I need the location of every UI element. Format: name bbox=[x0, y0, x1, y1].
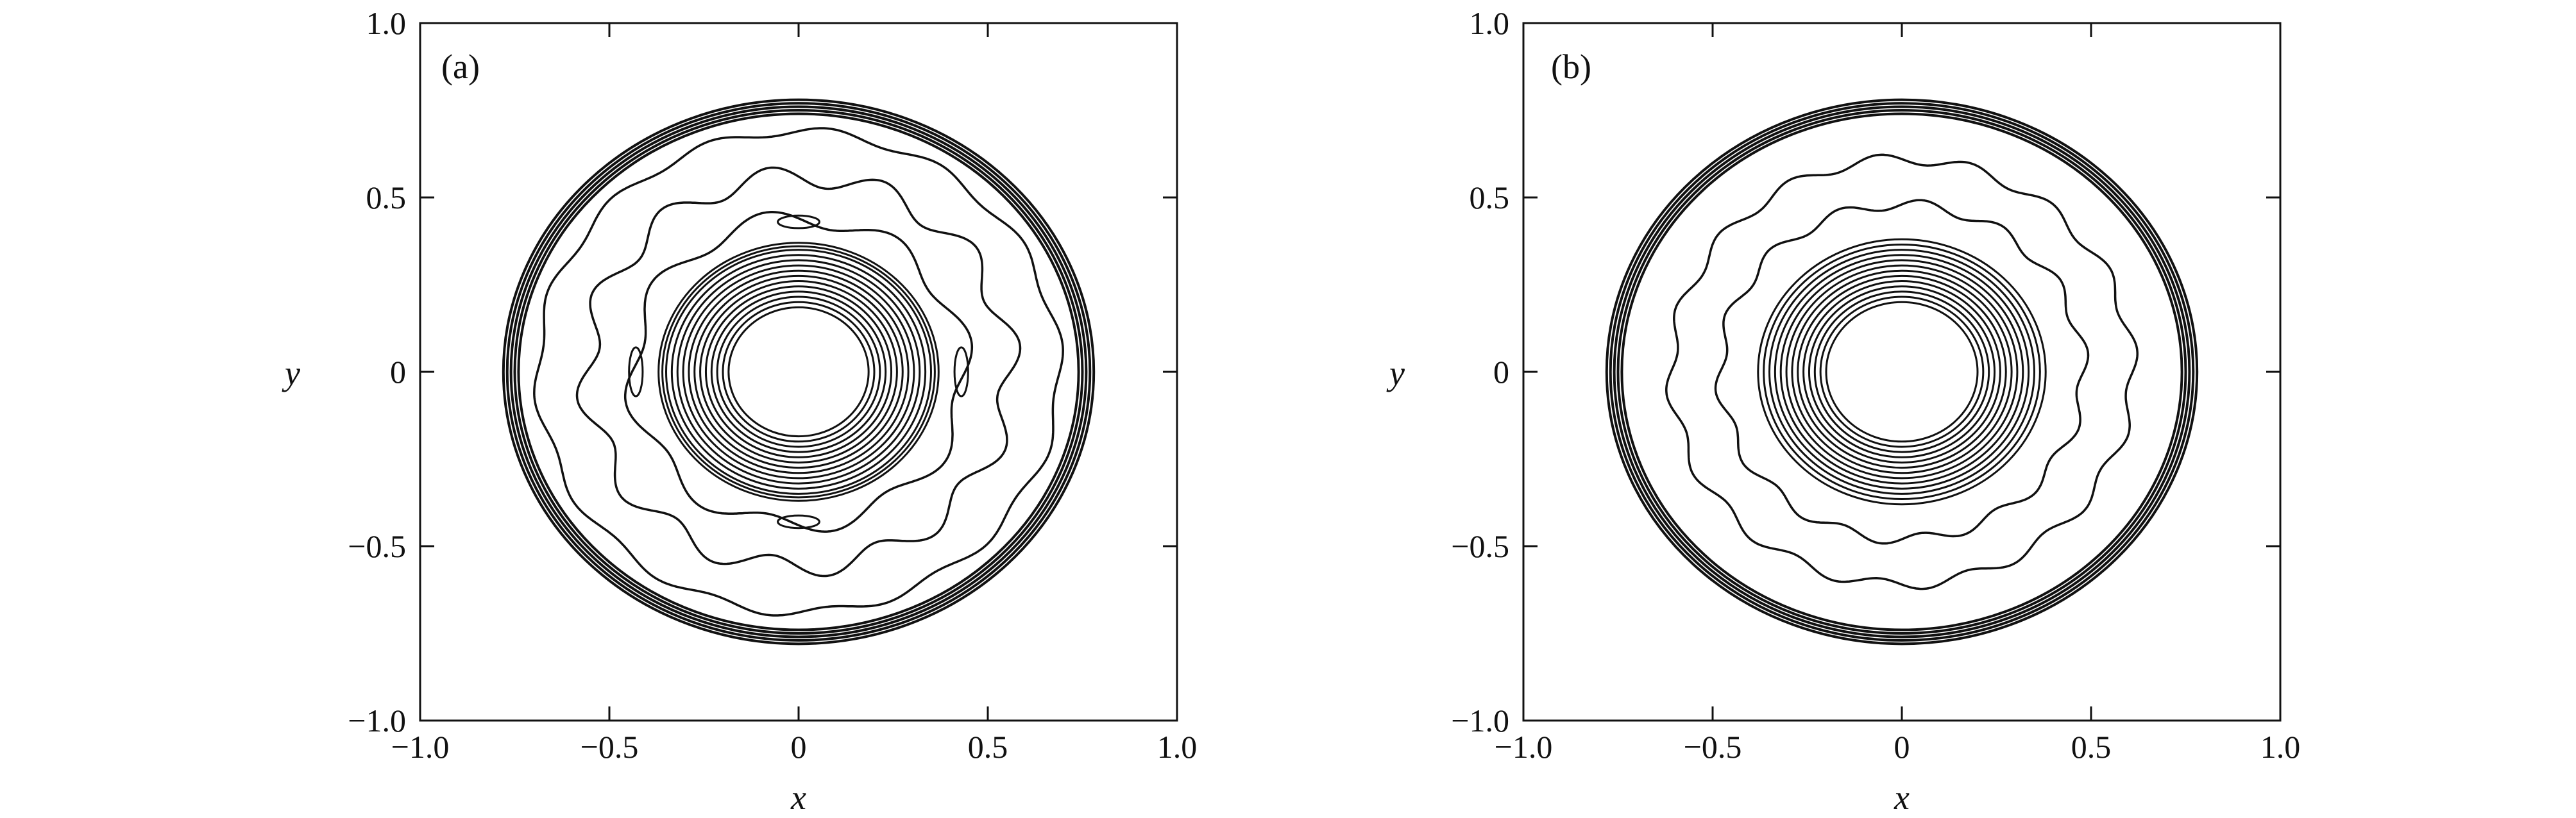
panel-label: (a) bbox=[441, 47, 480, 86]
x-tick-label: 0 bbox=[791, 729, 807, 765]
contour-line-inner bbox=[1779, 259, 2024, 485]
y-tick-label: −1.0 bbox=[348, 703, 406, 739]
contour-line-inner bbox=[1768, 249, 2035, 495]
y-tick-label: 0.5 bbox=[1470, 179, 1510, 215]
x-axis-label: x bbox=[790, 778, 806, 817]
panel-b: −1.0 −0.5 0 0.5 1.0 −1.0 −0.5 0 0.5 1.0 (b) x y bbox=[1386, 5, 2300, 817]
y-tick-labels: −1.0 −0.5 0 0.5 1.0 bbox=[1451, 5, 1509, 739]
contour-island bbox=[777, 214, 820, 230]
contour-line-inner bbox=[1797, 274, 2007, 469]
contour-line-inner bbox=[716, 296, 881, 448]
contour-line-inner bbox=[699, 280, 898, 463]
contour-line-inner bbox=[661, 245, 936, 499]
plot-frame bbox=[1522, 22, 2282, 722]
x-tick-label: 1.0 bbox=[1157, 729, 1198, 765]
x-tick-labels: −1.0 −0.5 0 0.5 1.0 bbox=[391, 729, 1198, 765]
contour-line-inner bbox=[1791, 269, 2013, 474]
contour-line-outer bbox=[502, 98, 1096, 646]
x-tick-label: 1.0 bbox=[2260, 729, 2301, 765]
contour-island bbox=[953, 346, 969, 397]
contour-line-inner bbox=[665, 249, 932, 495]
contour-line-outer bbox=[509, 105, 1088, 639]
contour-line-inner bbox=[693, 274, 904, 469]
contour-line-wavy bbox=[1714, 199, 2090, 545]
contour-line-inner bbox=[1774, 254, 2030, 490]
x-tick-label: −0.5 bbox=[580, 729, 639, 765]
x-tick-label: 0 bbox=[1894, 729, 1910, 765]
x-tick-label: 0.5 bbox=[2071, 729, 2112, 765]
contour-line-inner bbox=[676, 259, 921, 485]
x-tick-label: −1.0 bbox=[1495, 729, 1553, 765]
contour-line-inner bbox=[1802, 280, 2001, 463]
y-axis-label: y bbox=[282, 354, 300, 392]
contour-island bbox=[777, 514, 820, 530]
x-tick-label: −1.0 bbox=[391, 729, 450, 765]
y-tick-label: 0 bbox=[390, 354, 406, 390]
y-tick-label: −0.5 bbox=[1451, 528, 1509, 564]
y-tick-labels: −1.0 −0.5 0 0.5 1.0 bbox=[348, 5, 406, 739]
contour-line-inner bbox=[727, 306, 870, 438]
contour-line-outer bbox=[1613, 105, 2191, 639]
contour-line-inner bbox=[1763, 243, 2041, 501]
x-axis-label: x bbox=[1894, 778, 1910, 817]
contour-line-outer bbox=[517, 112, 1080, 631]
contour-line-inner bbox=[710, 290, 887, 453]
panel-a: −1.0 −0.5 0 0.5 1.0 −1.0 −0.5 0 0.5 1.0 (a) x y bbox=[282, 5, 1197, 817]
contour-lines bbox=[502, 98, 1096, 646]
panel-label: (b) bbox=[1551, 47, 1591, 86]
contour-line-inner bbox=[657, 242, 940, 502]
contour-line-inner bbox=[704, 285, 893, 458]
contour-line-wavy bbox=[623, 211, 974, 533]
axis-ticks bbox=[1522, 22, 2282, 722]
contour-line-inner bbox=[1785, 264, 2019, 480]
y-tick-label: −1.0 bbox=[1451, 703, 1509, 739]
y-tick-label: 0.5 bbox=[366, 179, 407, 215]
y-tick-label: 0 bbox=[1493, 354, 1509, 390]
contour-line-inner bbox=[670, 254, 927, 490]
y-tick-label: 1.0 bbox=[1470, 5, 1510, 41]
plot-frame bbox=[419, 22, 1178, 722]
contour-line-inner bbox=[1825, 301, 1979, 443]
contour-line-outer bbox=[505, 102, 1092, 642]
x-tick-label: 0.5 bbox=[968, 729, 1008, 765]
axis-ticks bbox=[419, 22, 1178, 722]
contour-line-inner bbox=[1813, 290, 1990, 453]
contour-line-inner bbox=[682, 264, 915, 480]
contour-line-outer bbox=[1605, 98, 2199, 646]
y-tick-label: −0.5 bbox=[348, 528, 406, 564]
contour-line-inner bbox=[1819, 296, 1985, 448]
contour-lines bbox=[1605, 98, 2199, 646]
contour-line-outer bbox=[1616, 109, 2187, 635]
contour-line-inner bbox=[722, 301, 876, 443]
contour-line-wavy bbox=[575, 166, 1022, 578]
contour-line-outer bbox=[1620, 112, 2183, 631]
contour-island bbox=[628, 346, 644, 397]
contour-line-inner bbox=[1808, 285, 1996, 458]
contour-line-outer bbox=[1609, 102, 2195, 642]
contour-line-wavy bbox=[533, 127, 1064, 617]
y-axis-label: y bbox=[1386, 354, 1405, 392]
contour-line-wavy bbox=[1665, 153, 2139, 590]
y-tick-label: 1.0 bbox=[366, 5, 407, 41]
contour-line-outer bbox=[513, 109, 1084, 635]
x-tick-label: −0.5 bbox=[1684, 729, 1742, 765]
x-tick-labels: −1.0 −0.5 0 0.5 1.0 bbox=[1495, 729, 2301, 765]
contour-line-inner bbox=[1757, 238, 2047, 506]
contour-line-inner bbox=[688, 269, 910, 474]
